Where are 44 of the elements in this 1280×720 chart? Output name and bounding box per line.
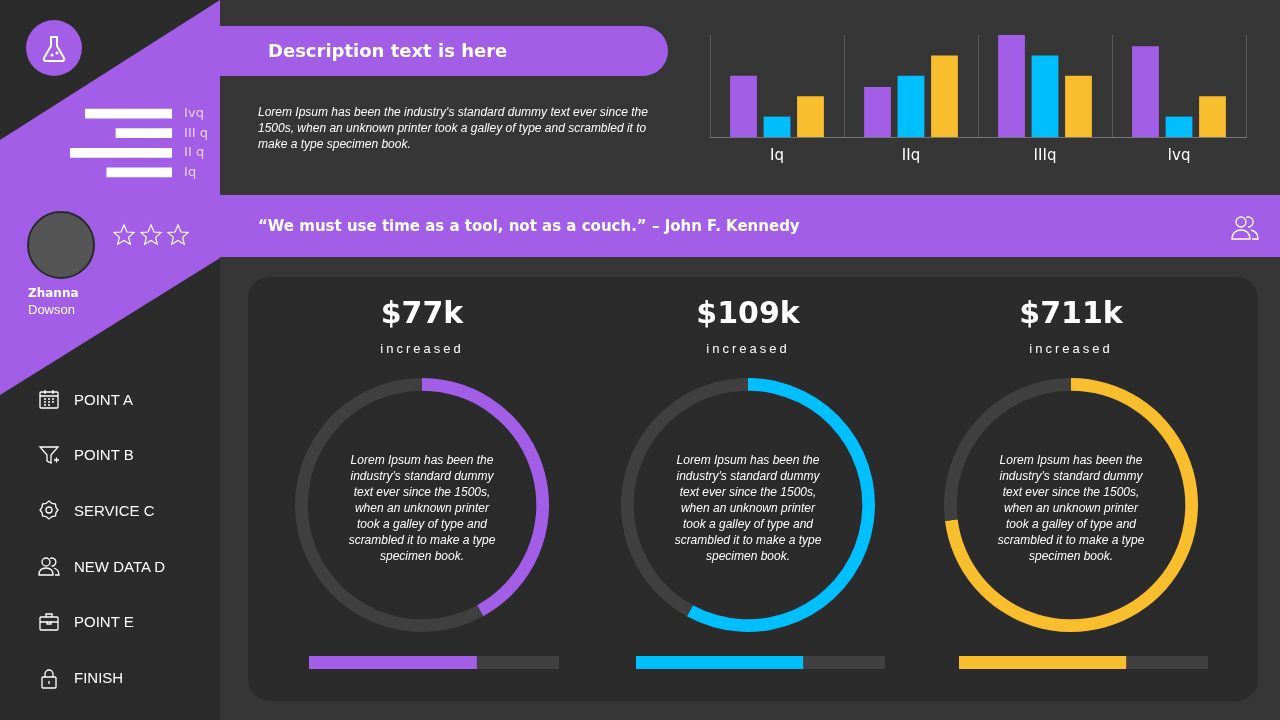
chart-subtitle: increased [705, 341, 791, 356]
x-tick-label: IIq [901, 145, 921, 164]
x-tick-label: Iq [770, 145, 784, 164]
bar [1199, 96, 1226, 137]
bar [730, 75, 757, 137]
text: Lorem Ipsum has been the industry's standard dummy text ever since the 1500s, when an unknown printer took a galley of type and scrambled it to make a type specimen book. [347, 452, 497, 564]
text: “We must use time as a tool, not as a couch.” – John F. Kennedy [258, 216, 800, 237]
text: NEW DATA D [74, 557, 166, 575]
bar [106, 167, 173, 178]
text: FINISH [74, 669, 124, 686]
y-tick-label: II q [184, 144, 205, 160]
text: SERVICE C [74, 501, 155, 519]
text: POINT E [74, 613, 134, 631]
y-tick-label: Ivq [184, 104, 204, 120]
chart-title: $109k [695, 295, 801, 330]
chart-title: $711k [1018, 295, 1124, 330]
text: Lorem Ipsum has been the industry's standard dummy text ever since the 1500s, when an unknown printer took a galley of type and scrambled it to make a type specimen book. [258, 104, 648, 152]
bar [763, 116, 791, 137]
chart-subtitle: increased [1028, 341, 1114, 356]
text: POINT B [74, 446, 134, 464]
bar [1065, 75, 1092, 137]
y-tick-label: III q [184, 124, 208, 140]
chart-title: $77k [379, 295, 465, 330]
text: Lorem Ipsum has been the industry's standard dummy text ever since the 1500s, when an unknown printer took a galley of type and scrambled it to make a type specimen book. [996, 452, 1146, 564]
x-tick-label: IIIq [1033, 145, 1057, 164]
text: POINT A [74, 390, 133, 408]
bar [70, 147, 173, 158]
text: Zhanna [28, 286, 79, 300]
bar [797, 96, 824, 137]
bar [84, 108, 173, 119]
text: Lorem Ipsum has been the industry's standard dummy text ever since the 1500s, when an unknown printer took a galley of type and scrambled it to make a type specimen book. [673, 452, 823, 564]
bar [931, 55, 958, 137]
bar [1165, 116, 1193, 137]
text: Description text is here [220, 26, 668, 76]
y-tick-label: Iq [184, 163, 197, 179]
bar [998, 35, 1025, 137]
bar [1132, 46, 1159, 137]
chart-subtitle: increased [379, 341, 465, 356]
bar [1031, 55, 1059, 137]
bar [897, 75, 925, 137]
bar [864, 87, 891, 137]
bar [115, 128, 173, 139]
x-tick-label: Ivq [1167, 145, 1191, 164]
text: Dowson [28, 302, 75, 317]
